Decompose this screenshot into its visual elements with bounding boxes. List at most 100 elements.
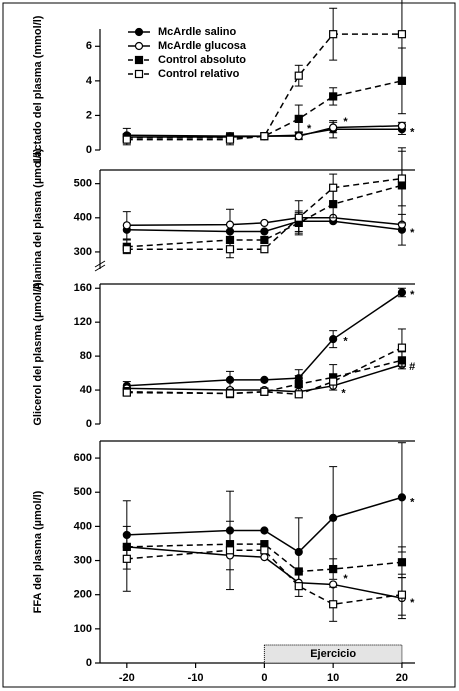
point bbox=[260, 387, 269, 396]
legend-marker bbox=[134, 27, 144, 37]
point bbox=[260, 132, 269, 141]
y-axis-label: Lactado del plasma (mmol/l) bbox=[32, 15, 44, 163]
point bbox=[122, 388, 131, 397]
annotation: # bbox=[409, 361, 415, 373]
y-tick-label: 0 bbox=[86, 657, 92, 669]
point bbox=[329, 335, 338, 344]
x-tick-label: 0 bbox=[261, 672, 267, 684]
point bbox=[329, 183, 338, 192]
annotation: * bbox=[343, 116, 348, 128]
x-tick-label: 20 bbox=[396, 672, 408, 684]
exercise-span bbox=[263, 644, 403, 664]
point bbox=[294, 213, 303, 222]
annotation: * bbox=[410, 289, 415, 301]
y-tick-label: 40 bbox=[80, 384, 92, 396]
x-tick-label: 10 bbox=[327, 672, 339, 684]
y-tick-label: 160 bbox=[74, 282, 92, 294]
series-line bbox=[126, 33, 402, 141]
point bbox=[294, 71, 303, 80]
point bbox=[225, 375, 235, 384]
y-tick-label: 400 bbox=[74, 212, 92, 224]
point bbox=[122, 245, 131, 254]
point bbox=[329, 123, 338, 132]
point bbox=[260, 235, 269, 245]
point bbox=[260, 375, 269, 384]
point bbox=[260, 245, 269, 254]
annotation: * bbox=[307, 123, 312, 135]
legend-label: McArdle salino bbox=[158, 26, 237, 38]
point bbox=[260, 218, 269, 228]
point bbox=[329, 564, 338, 574]
point bbox=[260, 546, 269, 555]
point bbox=[294, 114, 303, 123]
legend-marker bbox=[134, 55, 144, 65]
y-tick-label: 120 bbox=[74, 316, 92, 328]
legend-marker bbox=[134, 69, 144, 79]
y-tick-label: 2 bbox=[86, 109, 92, 121]
point bbox=[294, 132, 303, 141]
y-axis-label: FFA del plasma (µmol/l) bbox=[32, 490, 44, 613]
y-tick-label: 0 bbox=[86, 418, 92, 430]
series-line bbox=[126, 546, 403, 599]
y-axis-label: Alanina del plasma (µmol/l) bbox=[32, 148, 44, 290]
point bbox=[329, 377, 338, 386]
error-bar bbox=[397, 0, 406, 80]
point bbox=[122, 554, 131, 563]
annotation: * bbox=[343, 573, 348, 585]
point bbox=[329, 513, 338, 522]
point bbox=[225, 389, 235, 398]
point bbox=[329, 600, 338, 609]
point bbox=[122, 221, 131, 230]
annotation: * bbox=[410, 496, 415, 508]
point bbox=[294, 582, 303, 591]
y-tick-label: 300 bbox=[74, 554, 92, 566]
point bbox=[329, 30, 338, 39]
axis-break bbox=[94, 260, 106, 272]
y-tick-label: 80 bbox=[80, 350, 92, 362]
annotation: * bbox=[343, 336, 348, 348]
y-tick-label: 600 bbox=[74, 452, 92, 464]
point bbox=[397, 558, 407, 567]
point bbox=[397, 493, 407, 502]
point bbox=[397, 343, 407, 352]
legend-marker bbox=[134, 41, 144, 51]
point bbox=[397, 288, 407, 297]
series-line bbox=[126, 80, 403, 139]
y-tick-label: 400 bbox=[74, 520, 92, 532]
y-tick-label: 0 bbox=[86, 144, 92, 156]
series-line bbox=[126, 220, 403, 233]
point bbox=[225, 135, 235, 144]
y-tick-label: 500 bbox=[74, 486, 92, 498]
point bbox=[397, 590, 407, 599]
series-line bbox=[126, 363, 403, 393]
y-tick-label: 6 bbox=[86, 40, 92, 52]
point bbox=[225, 245, 235, 254]
x-tick-label: -20 bbox=[119, 672, 135, 684]
point bbox=[122, 135, 131, 144]
y-tick-label: 500 bbox=[74, 178, 92, 190]
exercise-label: Ejercicio bbox=[310, 648, 356, 660]
point bbox=[294, 567, 303, 576]
point bbox=[260, 526, 269, 535]
point bbox=[397, 174, 407, 183]
legend-label: Control absoluto bbox=[158, 54, 246, 66]
point bbox=[225, 220, 235, 229]
series-line bbox=[126, 177, 403, 250]
point bbox=[397, 30, 407, 39]
y-tick-label: 100 bbox=[74, 623, 92, 635]
point bbox=[294, 380, 303, 389]
y-axis-label: Glicerol del plasma (µmol/l) bbox=[32, 282, 44, 426]
legend-label: Control relativo bbox=[158, 68, 240, 80]
point bbox=[225, 546, 235, 555]
point bbox=[260, 227, 269, 236]
point bbox=[294, 547, 303, 557]
series-line bbox=[126, 346, 403, 396]
x-tick-label: -10 bbox=[188, 672, 204, 684]
annotation: * bbox=[410, 597, 415, 609]
point bbox=[329, 92, 338, 101]
y-tick-label: 200 bbox=[74, 589, 92, 601]
point bbox=[260, 553, 269, 562]
y-tick-label: 4 bbox=[86, 75, 93, 87]
